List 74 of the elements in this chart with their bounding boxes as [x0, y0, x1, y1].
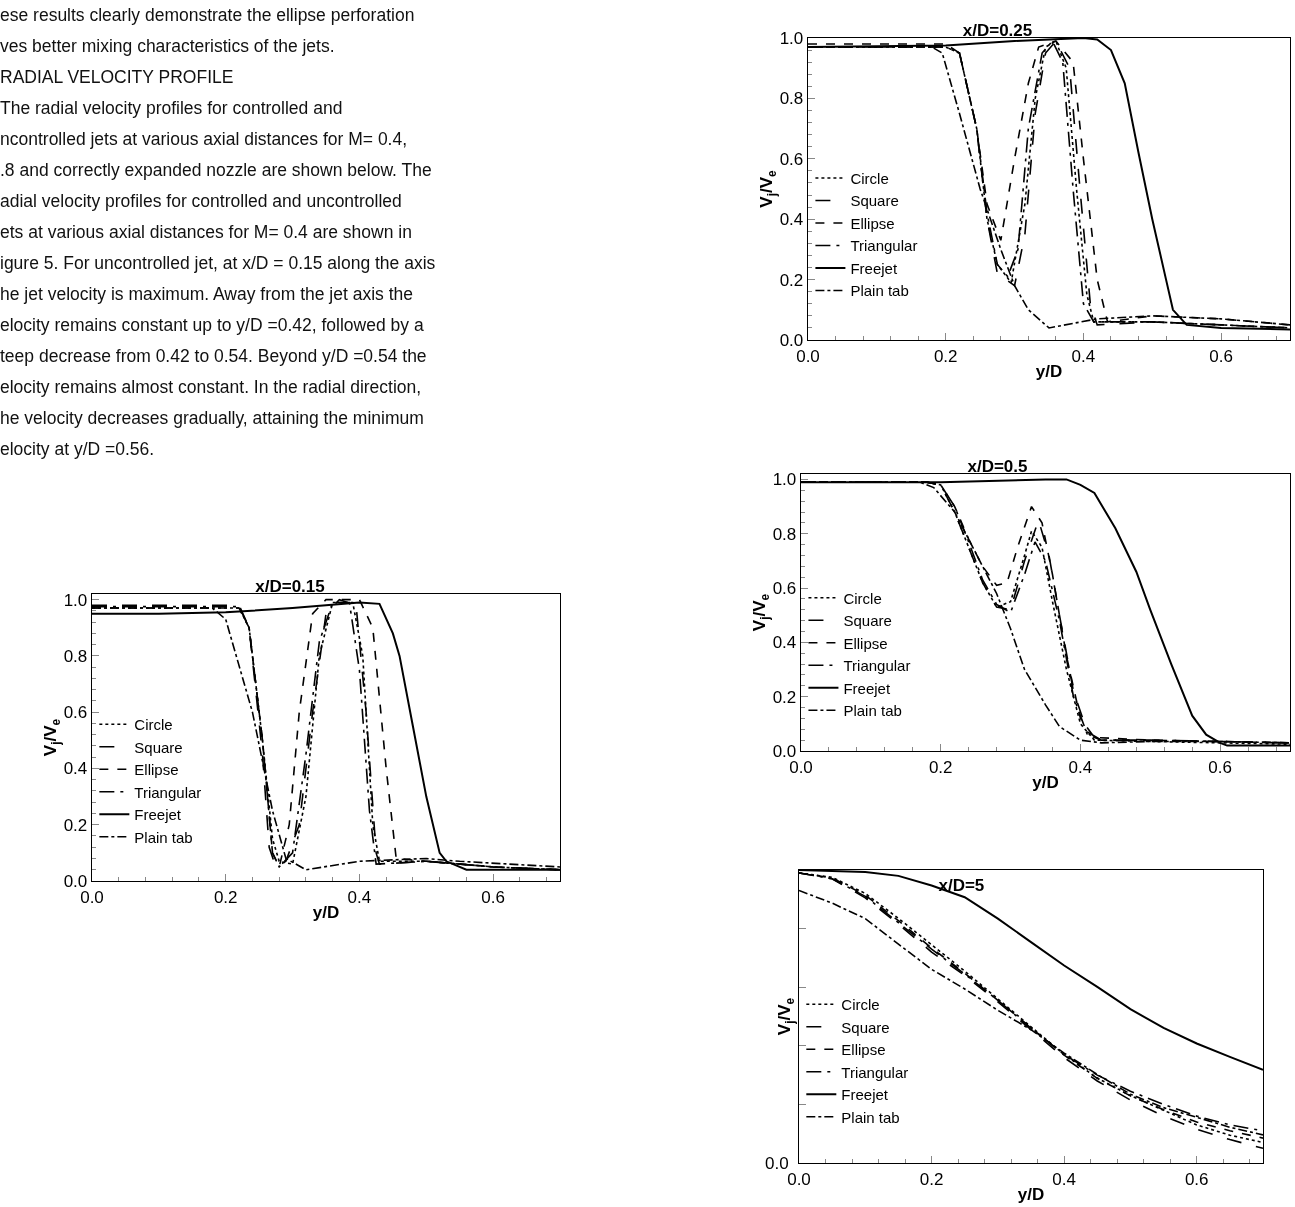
legend-label: Plain tab	[134, 828, 193, 846]
text: igure 5. For uncontrolled jet, at x/D = 0.15 along the axis	[0, 252, 437, 275]
text: elocity remains almost constant. In the radial direction,	[0, 376, 423, 399]
x-tick-label: 0.6	[1184, 1169, 1209, 1189]
text: RADIAL VELOCITY PROFILE	[0, 66, 235, 89]
y-tick-label: 1.0	[63, 590, 88, 610]
x-tick-label: 0.2	[919, 1169, 944, 1189]
legend-label: Triangular	[841, 1063, 909, 1081]
legend-label: Square	[843, 612, 892, 630]
legend-label: Ellipse	[134, 761, 179, 779]
text: he velocity decreases gradually, attaining the minimum	[0, 407, 425, 430]
chart-title: x/D=0.15	[255, 577, 325, 596]
legend-label: Triangular	[850, 237, 918, 255]
y-tick-label: 0.6	[772, 579, 797, 599]
y-tick-label: 0.4	[779, 210, 804, 230]
legend-label: Ellipse	[843, 634, 888, 652]
text: ets at various axial distances for M= 0.4 are shown in	[0, 221, 413, 244]
text: ncontrolled jets at various axial distances for M= 0.4,	[0, 128, 409, 151]
x-axis-title: y/D	[1017, 1184, 1045, 1204]
chart-title: x/D=0.5	[967, 457, 1028, 476]
legend-label: Square	[841, 1018, 890, 1036]
x-tick-label: 0.4	[1052, 1169, 1076, 1189]
x-axis-title: y/D	[312, 902, 340, 922]
y-tick-label: 1.0	[779, 28, 804, 48]
x-axis-title: y/D	[1035, 361, 1063, 381]
text: teep decrease from 0.42 to 0.54. Beyond y/D =0.54 the	[0, 345, 428, 368]
text: he jet velocity is maximum. Away from the jet axis the	[0, 283, 415, 306]
legend-label: Freejet	[850, 259, 898, 277]
x-tick-label: 0.6	[1208, 757, 1232, 777]
y-tick-label: 0.4	[772, 633, 797, 653]
y-tick-label: 0.8	[779, 89, 804, 109]
legend-label: Triangular	[134, 783, 202, 801]
x-tick-label: 0.2	[213, 887, 238, 907]
text: elocity at y/D =0.56.	[0, 438, 156, 461]
legend-label: Plain tab	[841, 1108, 900, 1126]
legend-label: Plain tab	[850, 282, 909, 300]
x-tick-label: 0.6	[481, 887, 505, 907]
x-tick-label: 0.6	[1209, 346, 1233, 366]
y-tick-label: 0.2	[63, 815, 88, 835]
chart-title: x/D=0.25	[962, 21, 1033, 40]
x-axis-title: y/D	[1032, 772, 1059, 792]
legend-label: Square	[134, 738, 183, 756]
x-tick-label: 0.4	[347, 887, 372, 907]
legend-label: Ellipse	[841, 1041, 886, 1059]
chart-title: x/D=5	[938, 875, 985, 895]
x-tick-label: 0.4	[1068, 757, 1093, 777]
y-tick-label: 0.2	[779, 270, 804, 290]
y-tick-label: 0.6	[63, 703, 88, 723]
y-tick-label: 0.0	[772, 741, 797, 761]
text: adial velocity profiles for controlled and uncontrolled	[0, 190, 403, 213]
x-tick-label: 0.2	[928, 757, 953, 777]
legend-label: Circle	[843, 589, 882, 607]
legend-label: Freejet	[134, 806, 182, 824]
text: .8 and correctly expanded nozzle are shown below. The	[0, 159, 433, 182]
y-tick-label: 0.8	[772, 524, 797, 544]
legend-label: Circle	[850, 169, 889, 187]
y-tick-label: 0.8	[63, 646, 88, 666]
y-tick-label: 0.6	[779, 149, 804, 169]
x-tick-label: 0.2	[933, 346, 958, 366]
legend-label: Triangular	[843, 657, 911, 675]
text: elocity remains constant up to y/D =0.42, followed by a	[0, 314, 425, 337]
text: ves better mixing characteristics of the jets.	[0, 35, 336, 58]
y-tick-label: 0.2	[772, 687, 797, 707]
legend-label: Circle	[841, 996, 880, 1014]
legend-label: Ellipse	[850, 214, 895, 232]
legend-label: Circle	[134, 716, 173, 734]
legend-label: Plain tab	[843, 702, 902, 720]
y-tick-label: 1.0	[772, 470, 797, 490]
text: ese results clearly demonstrate the ellipse perforation	[0, 4, 416, 27]
x-tick-label: 0.4	[1071, 346, 1096, 366]
legend-label: Freejet	[841, 1086, 889, 1104]
legend-label: Freejet	[843, 679, 891, 697]
legend-label: Square	[850, 192, 899, 210]
text: The radial velocity profiles for controlled and	[0, 97, 344, 120]
